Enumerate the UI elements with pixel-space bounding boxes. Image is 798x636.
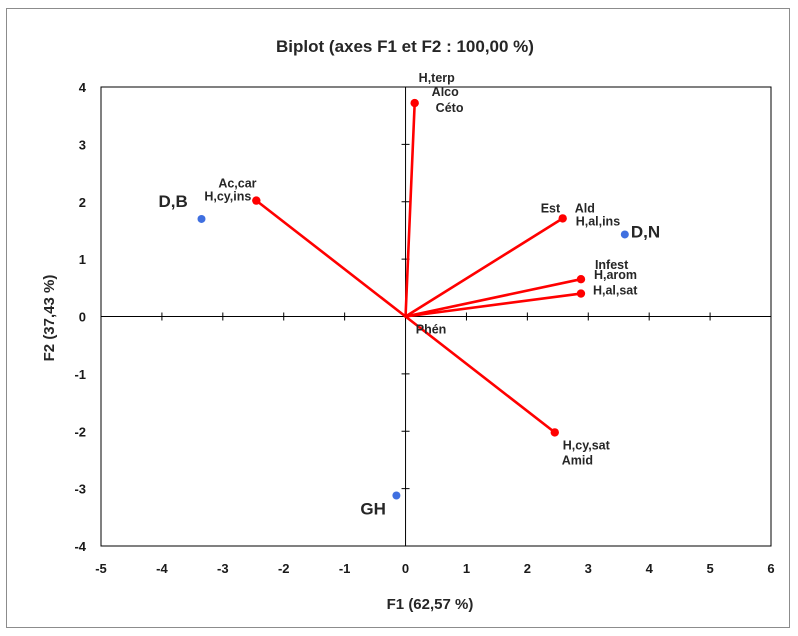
observation-point [620,230,629,239]
variable-vector [255,199,407,318]
variable-label: H,cy,sat [563,438,611,452]
chart-frame [6,8,790,628]
x-tick-label: 5 [706,561,713,576]
variable-label: H,al,ins [576,214,621,228]
x-tick-label: 2 [524,561,531,576]
variable-label: Ald [575,201,595,215]
variable-vector [404,217,564,318]
y-tick-label: -2 [74,424,86,439]
y-tick-label: 0 [79,310,86,325]
chart-title: Biplot (axes F1 et F2 : 100,00 %) [276,37,534,56]
variable-vector [404,101,416,318]
y-tick-label: 1 [79,252,86,267]
variable-endpoint [550,428,559,437]
variable-vector [404,277,583,318]
points-layer [197,214,629,500]
variable-endpoint [410,98,419,108]
variable-label: Phén [416,323,447,337]
variable-label: Est [541,201,561,215]
vectors-layer [252,98,586,437]
variable-label: Infest [595,258,629,272]
variable-label: Amid [562,453,593,467]
x-tick-label: 3 [585,561,592,576]
x-axis-title: F1 (62,57 %) [387,596,474,613]
variable-label: Alco [432,85,459,99]
variable-label: H,cy,ins [204,190,251,204]
x-tick-label: 1 [463,561,470,576]
y-tick-label: -3 [74,482,86,497]
variable-endpoint [576,289,586,298]
y-tick-label: 2 [79,195,86,210]
x-tick-label: -3 [217,561,229,576]
x-tick-label: -2 [278,561,290,576]
observation-label: D,B [159,192,188,211]
variable-label: Céto [436,101,464,115]
variable-endpoint [252,196,261,205]
observation-label: D,N [631,222,660,241]
x-tick-label: -1 [339,561,351,576]
observation-point [197,214,206,223]
x-tick-label: 6 [767,561,774,576]
axes-layer: -5 -4 -3 -2 -1 0 1 2 3 4 5 6 -4 -3 -2 -1 0 1 2 3 4 [74,80,774,576]
variable-label: Ac,car [218,177,256,191]
variable-endpoint [558,214,567,223]
y-tick-label: 3 [79,137,86,152]
y-tick-label: -4 [74,539,86,554]
observation-label: GH [360,500,386,519]
variable-label: H,terp [419,71,455,85]
variable-vector [404,315,557,434]
y-tick-label: 4 [79,80,87,95]
x-tick-label: 4 [646,561,654,576]
x-tick-label: -5 [95,561,107,576]
y-tick-label: -1 [74,367,86,382]
y-axis-title: F2 (37,43 %) [41,275,58,362]
observation-point [392,491,401,500]
x-tick-label: 0 [402,561,409,576]
variable-vector [404,292,583,318]
x-tick-label: -4 [156,561,168,576]
variable-label: H,al,sat [593,284,638,298]
variable-endpoint [576,275,586,284]
variable-label: H,arom [594,268,637,282]
